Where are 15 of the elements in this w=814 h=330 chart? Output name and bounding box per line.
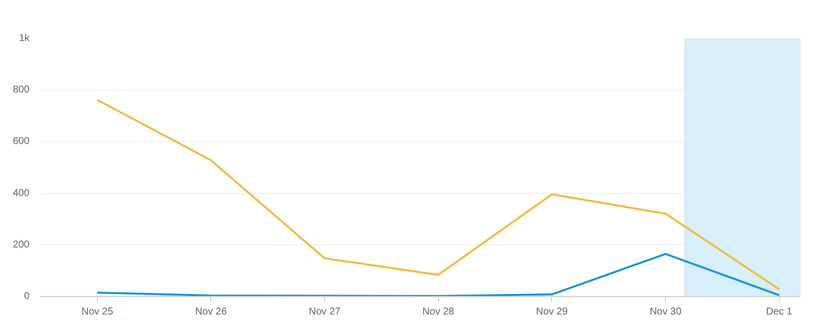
- y-tick-label: 0: [24, 291, 30, 302]
- y-tick-label: 400: [12, 188, 30, 199]
- x-tick-label: Nov 25: [81, 306, 114, 318]
- line-series: [96, 252, 780, 296]
- x-tick-label: Dec 1: [766, 306, 793, 318]
- y-tick-label: 600: [12, 136, 30, 148]
- x-tick-label: Nov 28: [422, 306, 455, 318]
- x-tick-label: Nov 29: [536, 306, 568, 318]
- line-series: [96, 98, 780, 290]
- x-tick-label: Nov 26: [195, 306, 228, 318]
- y-tick-label: 200: [12, 239, 30, 250]
- x-tick-label: Nov 27: [308, 306, 341, 318]
- y-tick-label: 800: [12, 84, 30, 96]
- y-tick-label: 1k: [18, 33, 30, 44]
- x-tick-label: Nov 30: [650, 306, 682, 318]
